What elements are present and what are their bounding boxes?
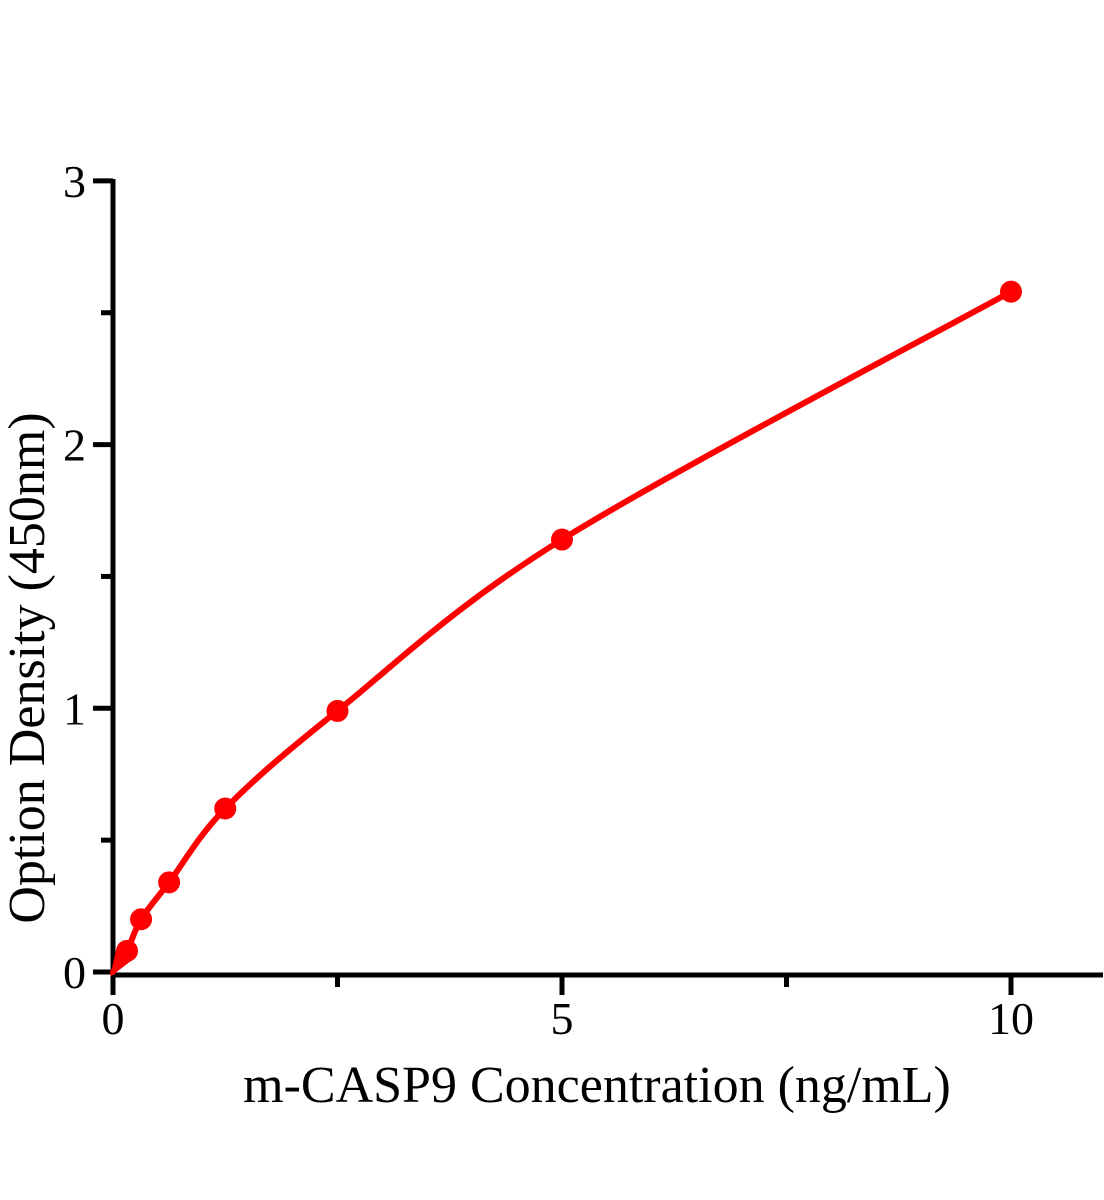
y-tick-label: 2 [63, 420, 86, 471]
axis-tick-labels: 0 5 10 0 1 2 3 [63, 156, 1034, 1044]
x-axis-title: m-CASP9 Concentration (ng/mL) [243, 1057, 951, 1114]
data-point-marker [214, 797, 237, 820]
y-tick-label: 3 [63, 156, 86, 207]
data-point-marker [116, 939, 139, 962]
data-series [110, 280, 1022, 977]
data-point-marker [551, 528, 573, 551]
data-point-marker [158, 871, 181, 894]
y-axis-title: Option Density (450nm) [0, 412, 56, 923]
y-tick-label: 0 [63, 947, 86, 998]
origin-data-point-marker [110, 950, 131, 977]
data-point-marker [130, 908, 153, 931]
x-tick-label: 0 [102, 993, 125, 1044]
x-tick-label: 5 [551, 993, 574, 1044]
x-tick-label: 10 [988, 993, 1034, 1044]
y-tick-label: 1 [63, 683, 86, 734]
standard-curve-line [110, 288, 1014, 975]
axes [110, 179, 1103, 978]
axis-ticks [93, 178, 1014, 995]
data-point-marker [1000, 280, 1022, 303]
data-point-marker [326, 699, 349, 722]
